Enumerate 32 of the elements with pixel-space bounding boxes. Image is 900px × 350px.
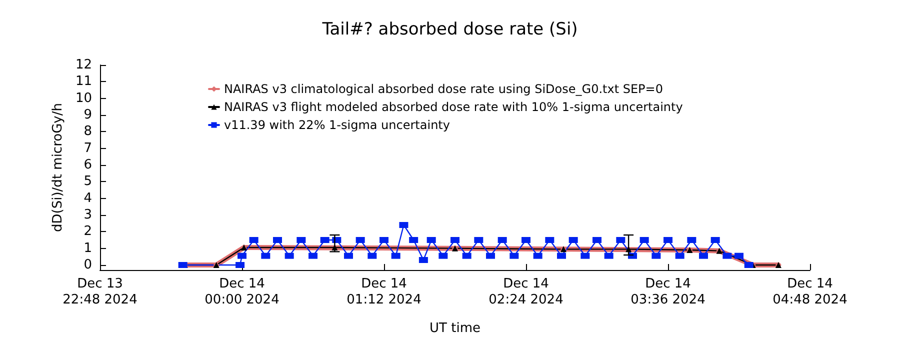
chart-title: Tail#? absorbed dose rate (Si) bbox=[321, 20, 578, 40]
y-tick-label: 4 bbox=[84, 190, 92, 206]
legend-label: NAIRAS v3 flight modeled absorbed dose rate with 10% 1-sigma uncertainty bbox=[224, 100, 683, 114]
x-tick-label: Dec 14 04:48 2024 bbox=[772, 276, 848, 308]
y-tick-label: 9 bbox=[84, 108, 92, 122]
point bbox=[486, 252, 495, 259]
point bbox=[734, 252, 744, 259]
legend-label: NAIRAS v3 climatological absorbed dose rate using SiDose_G0.txt SEP=0 bbox=[224, 82, 663, 96]
legend-label: v11.39 with 22% 1-sigma uncertainty bbox=[224, 118, 450, 132]
y-tick-label: 8 bbox=[84, 124, 92, 140]
x-tick-label: Dec 13 22:48 2024 bbox=[62, 276, 138, 308]
x-tick-label: Dec 14 02:24 2024 bbox=[488, 276, 564, 308]
x-tick-label: Dec 14 03:36 2024 bbox=[630, 276, 706, 308]
x-axis-title: UT time bbox=[430, 321, 480, 336]
y-tick-label: 10 bbox=[75, 90, 92, 106]
y-axis-title: dD(Si)/dt microGy/h bbox=[50, 103, 66, 232]
y-tick-label: 5 bbox=[84, 174, 92, 190]
y-tick-label: 11 bbox=[75, 74, 92, 90]
point bbox=[699, 252, 708, 259]
x-tick-label: Dec 14 00:00 2024 bbox=[204, 276, 280, 308]
y-tick-label: 0 bbox=[84, 258, 92, 272]
y-tick-label: 6 bbox=[84, 158, 92, 172]
y-tick-label: 12 bbox=[75, 58, 92, 72]
y-tick-label: 1 bbox=[84, 240, 92, 256]
point bbox=[308, 252, 318, 259]
x-tick-label: Dec 14 01:12 2024 bbox=[346, 276, 422, 308]
point bbox=[557, 252, 566, 259]
point bbox=[344, 252, 353, 259]
y-tick-label: 2 bbox=[84, 224, 92, 240]
y-tick-label: 7 bbox=[84, 140, 92, 156]
y-tick-label: 3 bbox=[84, 208, 92, 222]
point bbox=[238, 252, 246, 259]
